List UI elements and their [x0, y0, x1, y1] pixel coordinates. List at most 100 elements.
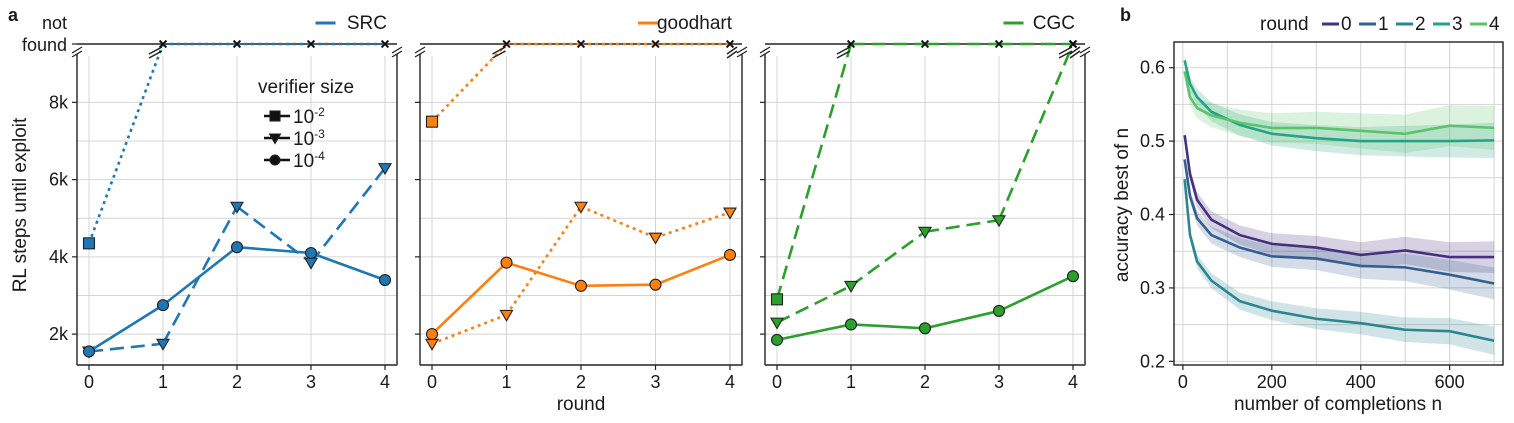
series-line-round-1 — [1183, 159, 1495, 285]
series-segment — [236, 205, 312, 264]
data-point — [82, 345, 96, 358]
legend-base: 10 — [293, 107, 314, 128]
series-triangle — [424, 201, 738, 351]
x-tick-label: 1 — [501, 372, 511, 392]
break-hatch — [836, 50, 851, 59]
confidence-band — [1184, 129, 1495, 273]
legend-label: SRC — [347, 13, 387, 34]
x-tick-label: 1 — [846, 372, 856, 392]
data-point — [500, 256, 513, 269]
y-tick-label: 6k — [49, 170, 69, 190]
x-tick-label: 4 — [380, 372, 390, 392]
legend-entry: 3 — [1452, 14, 1463, 35]
x-tick-label: 3 — [306, 372, 316, 392]
series-triangle — [769, 39, 1078, 330]
panel-b: 0 200 400 600 0.2 0.3 0.4 0.5 0.6 b accuracy best … — [1112, 5, 1504, 415]
data-point — [1066, 270, 1080, 283]
data-point — [992, 304, 1006, 317]
grid — [765, 43, 1085, 365]
legend-entry: 10-2 — [293, 105, 325, 128]
legend-exponent: -2 — [314, 105, 325, 119]
break-hatch — [1058, 50, 1073, 59]
legend-entry: 10-4 — [293, 149, 325, 172]
not-found-cross — [502, 39, 511, 49]
series-round-1 — [1184, 154, 1495, 300]
data-point — [229, 201, 245, 214]
data-point — [425, 328, 439, 341]
axis-break-mark — [391, 46, 403, 54]
not-found-cross — [158, 39, 168, 49]
not-found-cross — [994, 39, 1004, 49]
break-hatch — [726, 46, 738, 55]
x-tick-label: 400 — [1346, 372, 1376, 392]
series-segment — [162, 246, 238, 307]
x-tick-label: 3 — [650, 372, 660, 392]
data-point — [918, 322, 932, 335]
series-segment — [161, 206, 239, 345]
series-segment — [775, 43, 853, 300]
subplot-goodhart: 0 1 2 3 4 goodhart — [414, 13, 748, 392]
break-hatch — [1058, 46, 1073, 55]
panel-letter: b — [1120, 5, 1131, 25]
break-hatch — [148, 46, 163, 55]
series-segment — [655, 211, 731, 239]
data-point — [499, 309, 514, 322]
legend-entry: 10-3 — [293, 127, 325, 150]
data-point — [303, 257, 319, 270]
break-hatch — [148, 50, 163, 59]
series-segment — [310, 251, 386, 282]
series-segment — [88, 342, 164, 353]
x-tick-label: 2 — [920, 372, 930, 392]
data-point — [649, 278, 662, 291]
series-segment — [580, 205, 656, 239]
legend-base: 10 — [293, 151, 314, 172]
series-segment — [924, 309, 1000, 330]
legend-label: CGC — [1033, 13, 1075, 34]
data-point — [991, 215, 1007, 228]
y-tick-label: 0.4 — [1140, 205, 1165, 225]
series-circle — [425, 248, 737, 341]
data-point — [304, 246, 318, 260]
break-hatch — [836, 46, 851, 55]
data-point — [722, 207, 738, 220]
legend-exponent: -4 — [314, 149, 325, 163]
legend-label: goodhart — [657, 13, 733, 34]
legend-title: round — [1260, 14, 1309, 35]
square-icon — [269, 110, 281, 122]
axis-break-mark — [391, 50, 403, 58]
legend-exponent: -3 — [314, 127, 325, 141]
data-point — [156, 299, 170, 312]
not-found-cross — [306, 39, 316, 49]
not-found-cross — [1068, 39, 1078, 49]
series-segment — [655, 253, 731, 286]
series-segment — [506, 261, 582, 288]
data-point — [378, 273, 392, 287]
data-point — [723, 248, 737, 261]
series-segment — [236, 245, 312, 255]
series-line-round-4 — [1183, 71, 1495, 136]
circle-icon — [269, 154, 281, 166]
x-tick-label: 2 — [232, 372, 242, 392]
confidence-band — [1184, 154, 1495, 300]
axis-break-mark — [736, 50, 748, 58]
series-segment — [850, 230, 926, 287]
series-segment — [997, 43, 1075, 221]
axis-break-mark — [71, 46, 83, 54]
series-square — [82, 39, 390, 250]
series-square — [770, 39, 1078, 306]
series-segment — [88, 304, 164, 353]
legend-base: 10 — [293, 129, 314, 150]
confidence-band — [1184, 174, 1495, 355]
x-tick-label: 200 — [1257, 372, 1287, 392]
data-point — [425, 115, 439, 128]
y-tick-label: 0.3 — [1140, 278, 1165, 298]
axis-break-mark — [736, 46, 748, 54]
x-tick-label: 1 — [158, 372, 168, 392]
x-tick-label: 0 — [427, 372, 437, 392]
y-top-label: found — [22, 35, 67, 55]
y-tick-label: 4k — [49, 247, 69, 267]
data-point — [917, 226, 933, 239]
